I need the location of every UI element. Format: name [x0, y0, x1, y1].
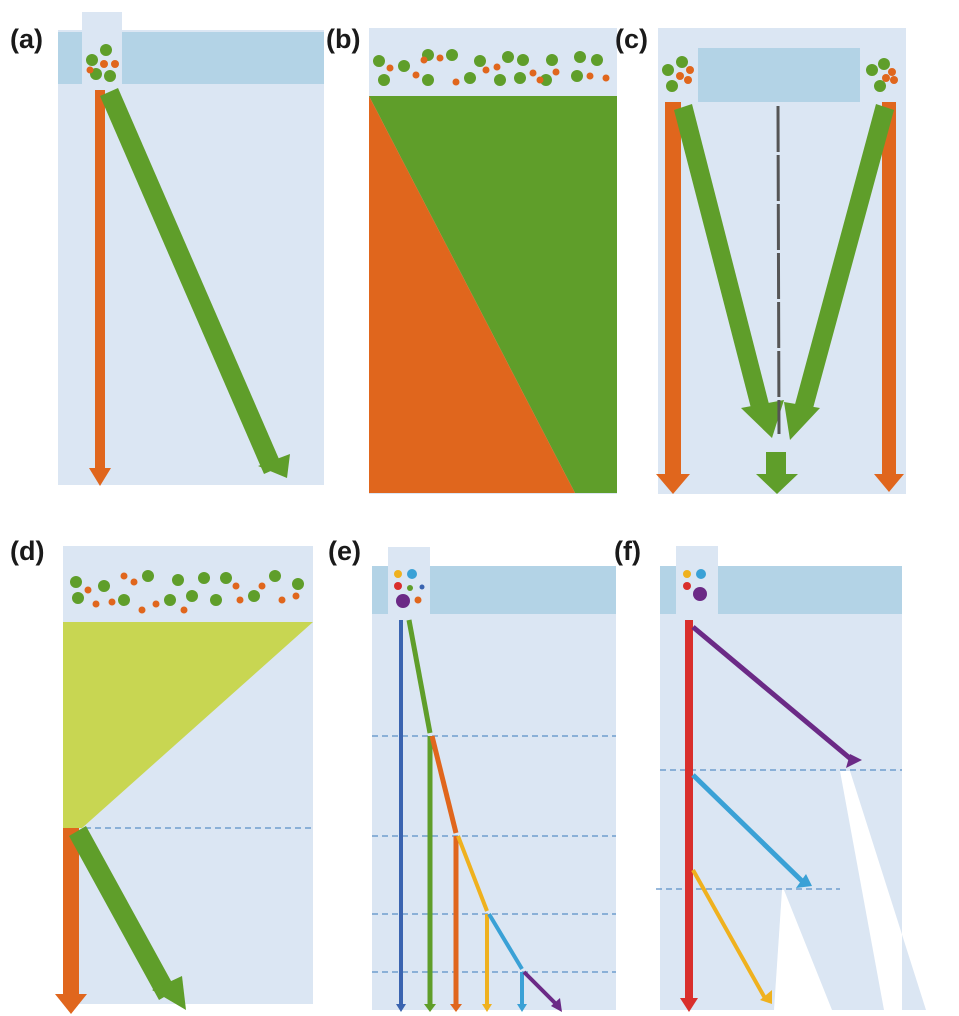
particle-cluster [373, 49, 610, 86]
green-arrow-right [784, 104, 894, 440]
panel-f [656, 546, 959, 1016]
orange-arrow-right [874, 102, 904, 492]
white-gap-left [774, 890, 832, 1010]
yellow-arrow [691, 869, 772, 1004]
particle-cluster [683, 569, 707, 601]
purple-arrow [691, 625, 862, 768]
red-arrow [680, 620, 698, 1012]
yellow-arrow [456, 835, 492, 1012]
panel-a [58, 12, 324, 486]
panel-label-b: (b) [326, 24, 360, 54]
particle-cluster [86, 44, 119, 82]
particle-cluster [394, 569, 425, 608]
orange-arrow [429, 735, 462, 1012]
green-arrow-left [674, 104, 784, 438]
green-arrow [69, 826, 186, 1010]
panel-label-a: (a) [10, 24, 43, 54]
particle-cluster-right [866, 58, 898, 92]
panel-d [55, 546, 313, 1014]
panel-label-c: (c) [615, 24, 648, 54]
panel-label-f: (f) [614, 536, 641, 566]
green-arrow [406, 619, 436, 1012]
gray-divider [776, 105, 781, 435]
sky-arrow [487, 912, 527, 1012]
sky-arrow [691, 773, 812, 888]
panel-e [372, 547, 616, 1012]
panel-label-d: (d) [10, 536, 44, 566]
particle-cluster-left [662, 56, 694, 92]
orange-arrow-left [656, 102, 690, 494]
orange-arrow [89, 90, 111, 486]
green-arrow [100, 88, 290, 478]
blue-arrow [396, 620, 406, 1012]
purple-arrow [522, 970, 562, 1012]
panel-b [369, 28, 617, 494]
panel-label-e: (e) [328, 536, 361, 566]
panel-c [656, 28, 906, 494]
orange-arrow [55, 828, 87, 1014]
particle-cluster [70, 570, 304, 614]
green-arrow-down [756, 452, 798, 494]
